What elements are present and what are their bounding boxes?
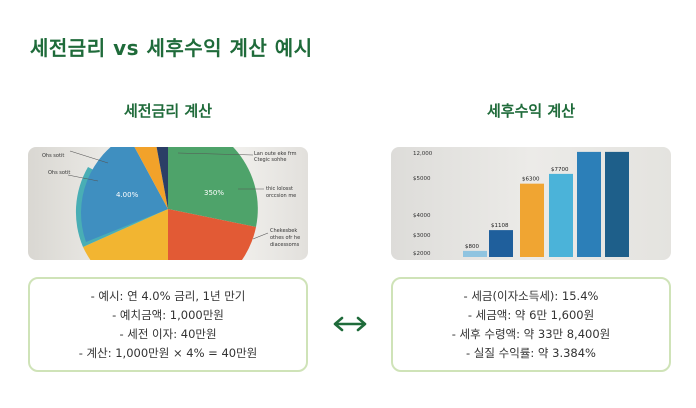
bar-value-label: $7700 — [551, 167, 569, 173]
y-tick-label: 12,000 — [413, 151, 433, 157]
label-top-right-b: Ctegic sohhe — [254, 157, 287, 163]
y-tick-label: $5000 — [413, 176, 431, 182]
pie-slice-green — [168, 147, 258, 227]
pretax-heading: 세전금리 계산 — [123, 102, 213, 120]
pretax-line-4: - 계산: 1,000만원 × 4% = 40만원 — [78, 346, 258, 360]
label-bot-right-a: Chekesbek — [270, 228, 297, 234]
pretax-line-2: - 예치금액: 1,000만원 — [112, 308, 224, 322]
bar-value-label: $800 — [465, 244, 479, 250]
label-bot-right-b: othes ofr he — [270, 235, 300, 241]
aftertax-line-1: - 세금(이자소득세): 15.4% — [463, 289, 599, 303]
leader-lines — [67, 150, 269, 240]
pretax-line-1: - 예시: 연 4.0% 금리, 1년 만기 — [90, 289, 246, 303]
bar — [520, 183, 544, 257]
label-top-left-b: Ohs sotit — [42, 153, 64, 159]
bar — [605, 151, 629, 257]
label-mid-left-a: Ohs sotit — [48, 170, 70, 176]
left-right-arrow-icon — [333, 316, 367, 332]
pie-value-blue: 4.00% — [116, 191, 139, 199]
aftertax-line-4: - 실질 수익률: 약 3.384% — [466, 346, 596, 360]
pie-chart-illustration: Ohs sotit Ohs sotit Lan oute eke frm Cte… — [28, 147, 308, 260]
bar-chart-svg: 12,000 $5000 $4000 $3000 $2000 $800 $1108 $630… — [413, 151, 629, 257]
aftertax-line-3: - 세후 수령액: 약 33만 8,400원 — [451, 327, 611, 341]
bar-value-label: $6300 — [522, 177, 540, 183]
label-mid-right-b: orccsion me — [266, 193, 296, 199]
pie-slices — [75, 147, 258, 260]
bar-value-label: $1108 — [491, 223, 509, 229]
bar — [489, 230, 513, 257]
pretax-info-box: - 예시: 연 4.0% 금리, 1년 만기 - 예치금액: 1,000만원 -… — [28, 277, 308, 372]
pie-slice-orange — [168, 209, 256, 260]
label-top-right-a: Lan oute eke frm — [254, 151, 297, 157]
bar — [577, 151, 601, 257]
label-bot-right-c: diacessoms — [270, 242, 300, 248]
pretax-line-3: - 세전 이자: 40만원 — [119, 327, 217, 341]
pie-slice-blue — [81, 147, 168, 242]
bar — [549, 173, 573, 257]
y-tick-label: $2000 — [413, 251, 431, 257]
aftertax-heading: 세후수익 계산 — [486, 102, 576, 120]
pie-slice-yellow — [83, 209, 168, 260]
y-tick-label: $4000 — [413, 213, 431, 219]
aftertax-line-2: - 세금액: 약 6만 1,600원 — [467, 308, 595, 322]
page-title: 세전금리 vs 세후수익 계산 예시 — [30, 36, 313, 60]
pie-slice-navy — [156, 147, 168, 209]
aftertax-info-box: - 세금(이자소득세): 15.4% - 세금액: 약 6만 1,600원 - … — [391, 277, 671, 372]
pie-value-green: 350% — [204, 189, 224, 197]
label-mid-right-a: thic lolosst — [266, 186, 293, 192]
y-tick-label: $3000 — [413, 233, 431, 239]
bar-chart-illustration: 12,000 $5000 $4000 $3000 $2000 $800 $1108 $630… — [391, 147, 671, 260]
pie-chart-svg: Ohs sotit Ohs sotit Lan oute eke frm Cte… — [42, 147, 300, 260]
pie-slice-orange-small — [134, 147, 168, 209]
bar — [463, 250, 487, 257]
